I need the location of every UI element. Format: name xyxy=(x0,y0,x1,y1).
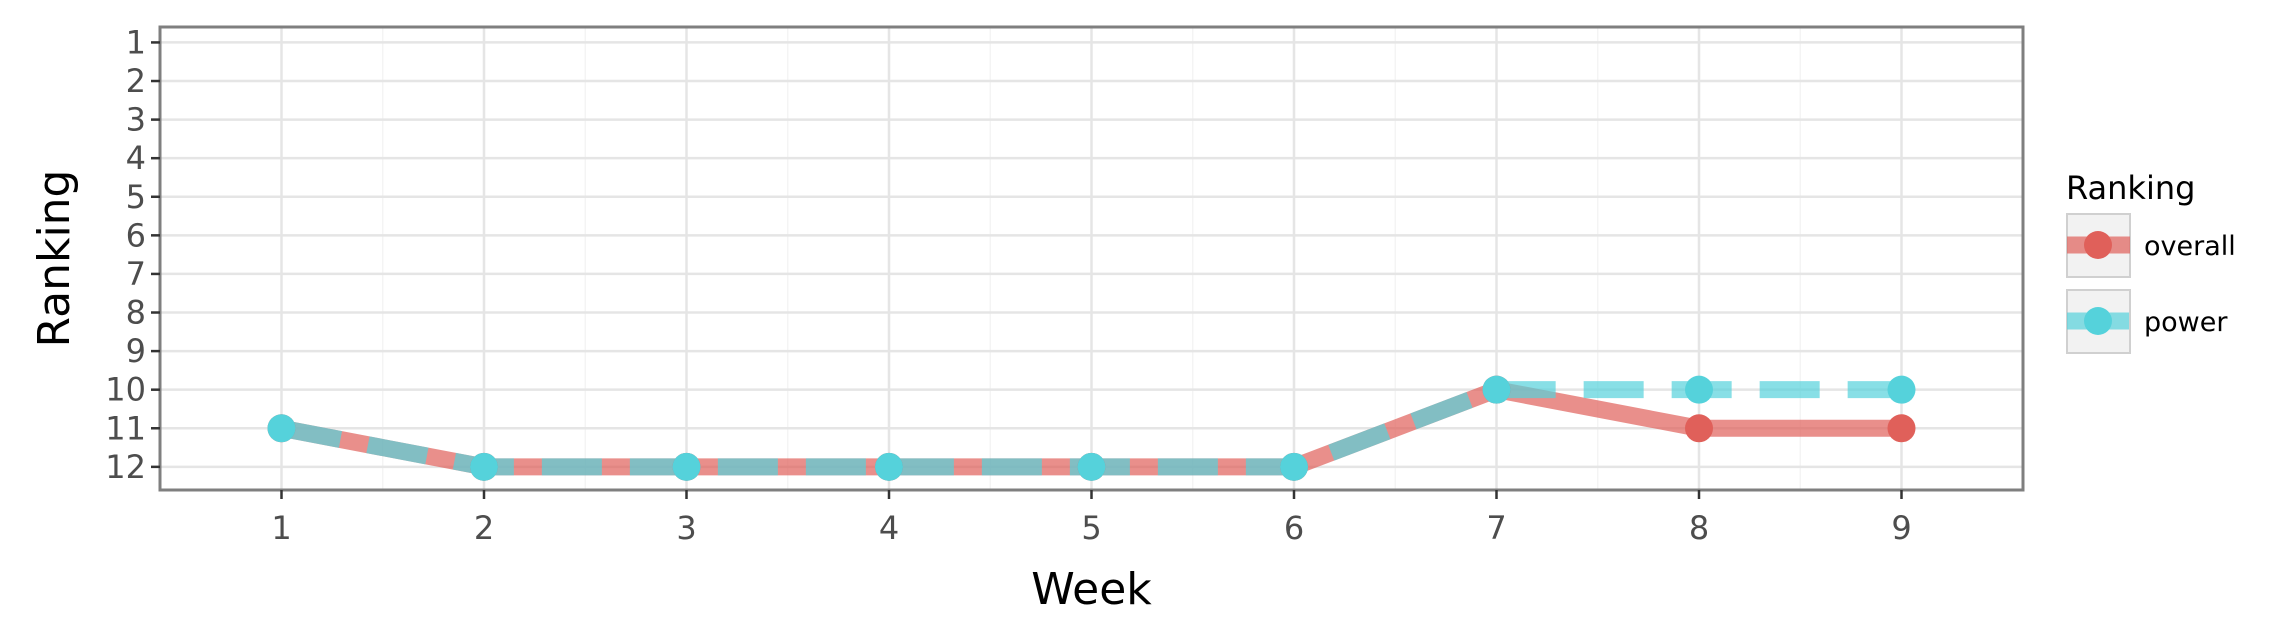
legend-label-overall: overall xyxy=(2144,231,2236,262)
x-tick-label: 1 xyxy=(271,509,291,547)
data-point-power xyxy=(1280,452,1308,481)
y-tick-label: 3 xyxy=(126,101,146,139)
data-point-power xyxy=(1887,375,1916,404)
data-point-power xyxy=(1482,375,1511,404)
data-point-power xyxy=(1077,452,1106,481)
legend-label-power: power xyxy=(2144,307,2228,338)
legend: Ranking overall power xyxy=(2066,169,2236,354)
y-tick-label: 10 xyxy=(105,371,146,409)
x-tick-label: 5 xyxy=(1081,509,1101,547)
series-layer xyxy=(267,375,1916,481)
data-point-power xyxy=(267,414,296,443)
y-tick-label: 12 xyxy=(105,448,146,486)
y-tick-label: 9 xyxy=(126,332,146,370)
y-tick-label: 5 xyxy=(126,178,146,216)
y-tick-label: 1 xyxy=(126,23,146,61)
data-point-power xyxy=(875,452,903,481)
x-tick-label: 7 xyxy=(1486,509,1506,547)
x-axis: 1 2 3 4 5 6 7 8 9 xyxy=(271,490,1912,547)
data-point-overall xyxy=(1887,414,1916,443)
x-tick-label: 6 xyxy=(1284,509,1304,547)
x-tick-label: 9 xyxy=(1891,509,1911,547)
x-tick-label: 4 xyxy=(879,509,899,547)
x-axis-title: Week xyxy=(1031,564,1152,615)
data-point-power xyxy=(672,452,701,481)
y-tick-label: 11 xyxy=(105,409,146,447)
y-tick-label: 4 xyxy=(126,139,146,177)
y-tick-label: 8 xyxy=(126,294,146,332)
legend-marker-power xyxy=(2084,307,2112,335)
y-tick-label: 7 xyxy=(126,255,146,293)
y-tick-label: 6 xyxy=(126,216,146,254)
data-point-power xyxy=(470,452,498,481)
data-point-power xyxy=(1685,375,1713,404)
grid-lines xyxy=(160,27,2023,490)
legend-marker-overall xyxy=(2084,231,2112,259)
x-tick-label: 8 xyxy=(1689,509,1709,547)
legend-title: Ranking xyxy=(2066,169,2195,207)
x-tick-label: 3 xyxy=(676,509,696,547)
y-axis-title: Ranking xyxy=(29,170,80,348)
y-tick-label: 2 xyxy=(126,62,146,100)
x-tick-label: 2 xyxy=(474,509,494,547)
data-point-overall xyxy=(1685,414,1713,443)
